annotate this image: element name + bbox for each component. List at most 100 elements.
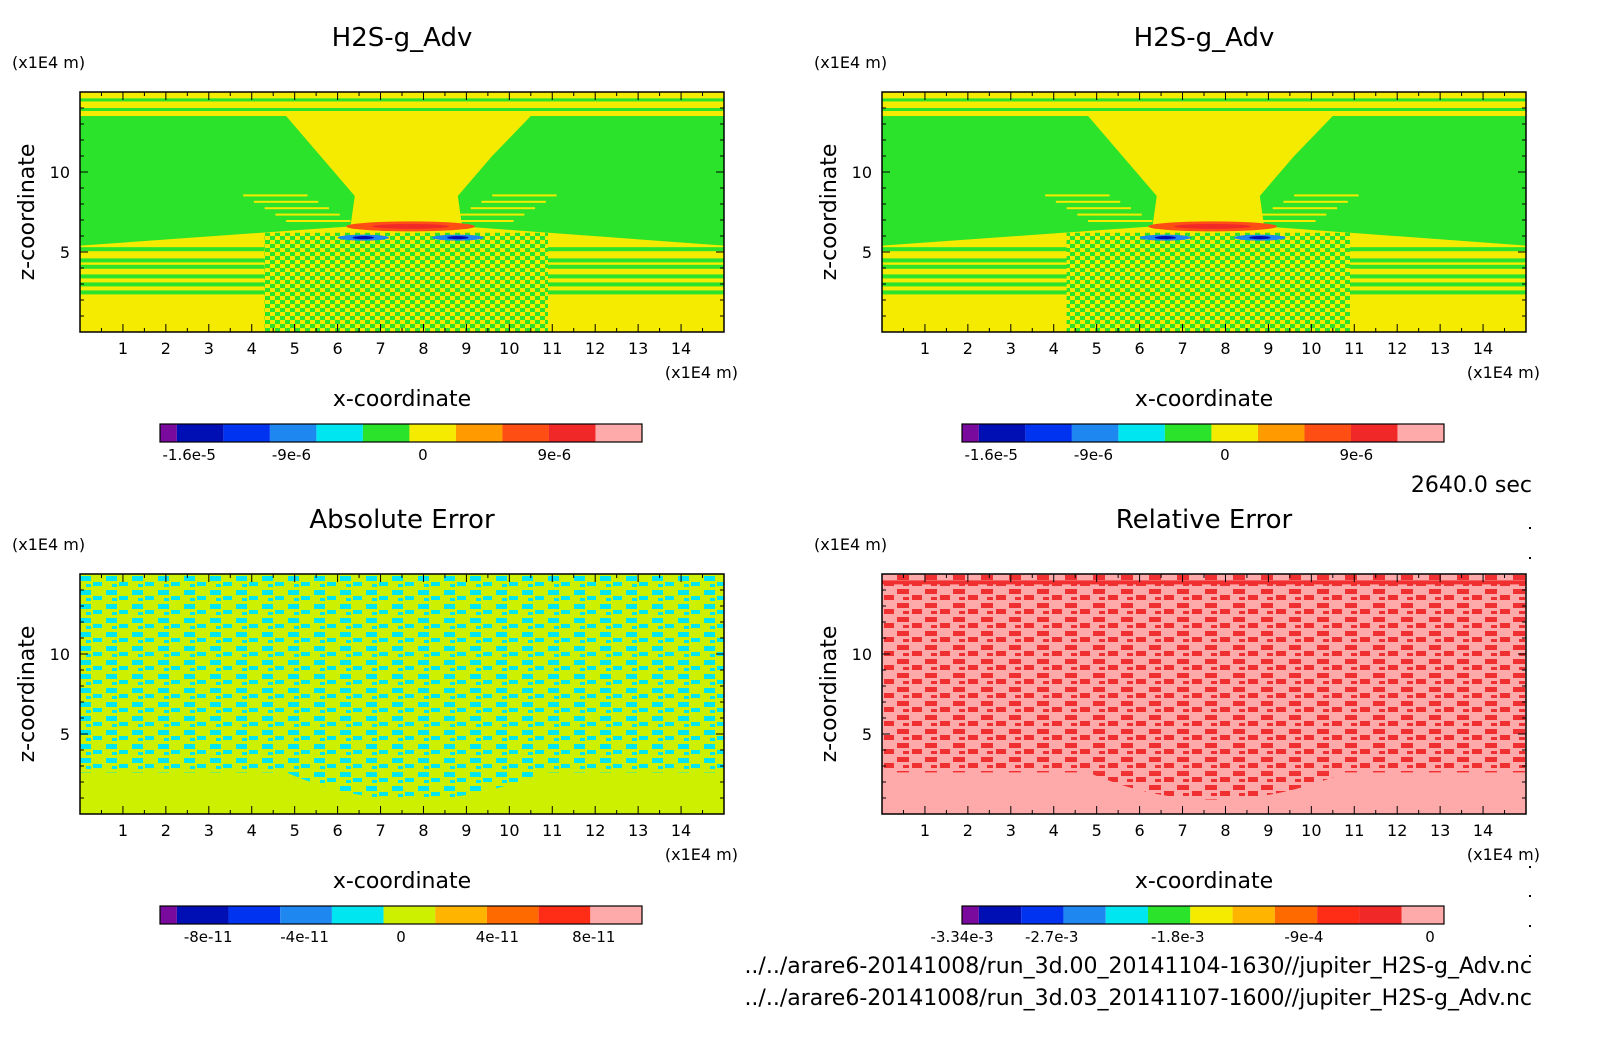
top-stripe	[80, 108, 724, 111]
colorbar-tick-label: -4e-11	[280, 928, 329, 946]
time-label: 2640.0 sec	[1411, 473, 1532, 498]
x-tick-label: 8	[418, 339, 428, 358]
wisp	[1066, 207, 1132, 210]
x-tick-label: 10	[499, 339, 519, 358]
top-stripe	[882, 98, 1526, 102]
colorbar-segment	[362, 424, 410, 442]
colorbar-segment	[269, 424, 317, 442]
x-tick-label: 7	[1177, 821, 1187, 840]
wisp	[1283, 200, 1348, 203]
y-axis-label: z-coordinate	[817, 144, 842, 281]
colorbar: -1.6e-5 -9e-6 0 9e-6	[961, 423, 1445, 464]
x-tick-label: 2	[963, 821, 973, 840]
x-tick-label: 2	[161, 821, 171, 840]
x-tick-label: 9	[461, 339, 471, 358]
y-unit-label: (x1E4 m)	[814, 53, 887, 72]
wisp	[243, 194, 308, 197]
abs-central-lobe	[286, 772, 544, 800]
wisp	[492, 194, 557, 197]
colorbar-segment	[1304, 424, 1351, 442]
colorbar-frame	[159, 905, 643, 925]
y-axis-label: z-coordinate	[15, 626, 40, 763]
colorbar-segment	[590, 906, 642, 924]
colorbar-tick-label: 0	[1425, 928, 1435, 946]
top-stripe	[882, 108, 1526, 111]
x-tick-label: 14	[1473, 821, 1493, 840]
y-tick-label: 10	[50, 645, 70, 664]
colorbar-segment	[502, 424, 549, 442]
colorbar-segment	[228, 906, 281, 924]
x-tick-label: 6	[333, 339, 343, 358]
x-tick-label: 4	[1049, 821, 1059, 840]
colorbar-segment	[1317, 906, 1360, 924]
x-tick-label: 12	[1387, 339, 1407, 358]
wisp	[481, 200, 546, 203]
core-darkblue	[352, 236, 375, 240]
core-darkblue	[1249, 236, 1271, 240]
core-red-inner	[371, 223, 450, 229]
colorbar-frame	[961, 905, 1445, 925]
x-tick-label: 12	[585, 821, 605, 840]
colorbar-segment	[1190, 906, 1233, 924]
colorbar-tick-label: 0	[396, 928, 406, 946]
colorbar-tick-label: 9e-6	[1339, 446, 1373, 464]
colorbar-segment	[548, 424, 596, 442]
x-tick-label: 9	[461, 821, 471, 840]
green-region-right	[457, 116, 724, 246]
panel-bottom-left: Absolute Error(x1E4 m)1 2 3 4 5 6 7 8 9 10 11 12 13 1…	[12, 505, 738, 946]
colorbar-segment	[223, 424, 270, 442]
rel-top-stripe	[882, 580, 1526, 585]
colorbar-tick-label: -1.8e-3	[1151, 928, 1204, 946]
panel-top-right: H2S-g_Adv(x1E4 m)1 2 3 4 5 6 7 8 9 10 11 12 13 14510(…	[814, 23, 1540, 464]
colorbar-segment	[331, 906, 384, 924]
field	[80, 574, 724, 814]
colorbar-tick-label: 9e-6	[537, 446, 571, 464]
x-unit-label: (x1E4 m)	[665, 363, 738, 382]
x-tick-label: 6	[1135, 821, 1145, 840]
x-axis-label: x-coordinate	[333, 869, 471, 894]
x-tick-label: 3	[204, 339, 214, 358]
x-unit-label: (x1E4 m)	[1467, 845, 1540, 864]
wisp	[459, 213, 525, 216]
colorbar-segment	[978, 424, 1026, 442]
x-tick-label: 6	[1135, 339, 1145, 358]
x-tick-label: 13	[628, 821, 648, 840]
colorbar: -3.34e-3 -2.7e-3 -1.8e-3 -9e-4 0	[931, 905, 1445, 946]
x-tick-label: 1	[118, 339, 128, 358]
colorbar-segment	[595, 424, 642, 442]
y-tick-label: 5	[862, 243, 872, 262]
x-tick-label: 4	[247, 339, 257, 358]
colorbar-tick-label: 0	[418, 446, 428, 464]
x-axis-label: x-coordinate	[1135, 387, 1273, 412]
x-axis-label: x-coordinate	[333, 387, 471, 412]
chart-title: H2S-g_Adv	[1134, 23, 1275, 53]
x-tick-label: 8	[418, 821, 428, 840]
core-darkblue	[1154, 236, 1177, 240]
y-tick-label: 5	[60, 725, 70, 744]
y-tick-label: 10	[852, 645, 872, 664]
x-tick-label: 1	[118, 821, 128, 840]
colorbar-segment	[486, 906, 539, 924]
x-tick-label: 3	[1006, 339, 1016, 358]
checker-zone	[264, 232, 548, 332]
colorbar-segment	[1232, 906, 1275, 924]
x-tick-label: 8	[1220, 821, 1230, 840]
wisp	[1088, 220, 1153, 222]
checker-zone	[1066, 232, 1350, 332]
x-tick-label: 5	[290, 821, 300, 840]
x-tick-label: 13	[628, 339, 648, 358]
wisp	[1272, 207, 1338, 210]
colorbar-tick-label: -9e-6	[272, 446, 311, 464]
colorbar-segment	[316, 424, 363, 442]
x-tick-label: 14	[671, 821, 691, 840]
colorbar-segment	[978, 906, 1022, 924]
wisp	[1251, 220, 1316, 222]
colorbar-segment	[435, 906, 487, 924]
wisp	[286, 220, 351, 222]
footer-file-1: ../../arare6-20141008/run_3d.00_20141104…	[744, 954, 1532, 979]
x-tick-label: 1	[920, 339, 930, 358]
panel-bottom-right: Relative Error(x1E4 m)1 2 3 4 5 6 7 8 9 10 11 12 13 1…	[814, 505, 1540, 946]
x-tick-label: 10	[1301, 339, 1321, 358]
wisp	[470, 207, 536, 210]
